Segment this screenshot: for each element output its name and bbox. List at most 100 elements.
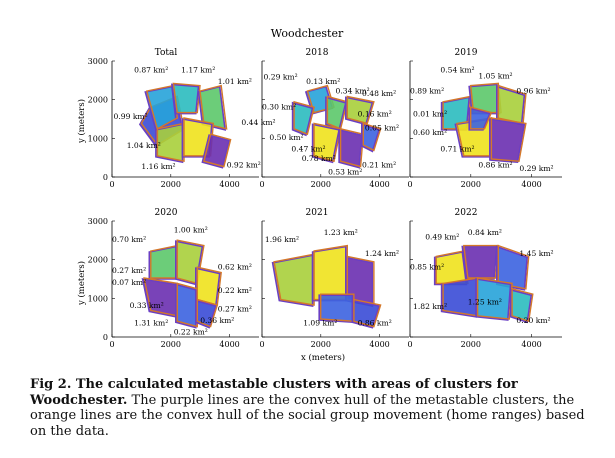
y-axis-label-row2: y (meters) xyxy=(76,261,87,306)
y-tick-label: 3000 xyxy=(88,57,108,66)
x-tick-label: 2000 xyxy=(461,180,481,189)
y-tick-label: 1000 xyxy=(88,134,108,143)
x-tick-label: 4000 xyxy=(521,180,541,189)
cluster-region xyxy=(489,118,526,164)
cluster-area-label: 1.05 km² xyxy=(478,71,512,80)
x-tick-label: 4000 xyxy=(521,340,541,349)
cluster-region xyxy=(475,278,512,321)
home-range-hull xyxy=(203,133,232,168)
cluster-region xyxy=(325,96,347,131)
cluster-area-label: 1.17 km² xyxy=(181,66,215,75)
cluster-area-label: 0.22 km² xyxy=(218,286,252,295)
cluster-area-label: 1.25 km² xyxy=(468,298,502,307)
cluster-area-label: 0.27 km² xyxy=(218,305,252,314)
cluster-area-label: 0.99 km² xyxy=(114,112,148,121)
cluster-area-label: 0.89 km² xyxy=(410,87,444,96)
caption-text: The purple lines are the convex hull of … xyxy=(30,392,585,439)
x-tick-label: 2000 xyxy=(311,340,331,349)
panel-2021: 2021 0 2000 4000 1.96 km² 1.23 km² 1.24 km² 1.0… xyxy=(259,208,409,349)
home-range-hull xyxy=(362,122,382,152)
cluster-area-label: 0.27 km² xyxy=(112,266,146,275)
cluster-region xyxy=(170,83,200,115)
x-tick-label: 4000 xyxy=(219,180,239,189)
cluster-area-label: 0.44 km² xyxy=(241,118,275,127)
x-tick-label: 0 xyxy=(407,340,412,349)
cluster-region xyxy=(291,101,314,137)
cluster-area-label: 0.07 km² xyxy=(112,278,146,287)
cluster-region xyxy=(495,245,529,291)
x-tick-label: 4000 xyxy=(369,340,389,349)
y-tick-label: 3000 xyxy=(88,217,108,226)
cluster-area-label: 0.85 km² xyxy=(410,263,444,272)
x-axis-label: x (meters) xyxy=(301,352,345,363)
x-tick-label: 0 xyxy=(109,340,114,349)
home-range-hull xyxy=(353,298,382,328)
x-tick-label: 2000 xyxy=(161,340,181,349)
panels-group: Total 0 2000 4000 0 1000 2000 3000 0.87 km² 1.17 … xyxy=(88,48,562,349)
cluster-area-label: 0.29 km² xyxy=(264,73,298,82)
cluster-area-label: 1.45 km² xyxy=(519,249,553,258)
home-range-hull xyxy=(511,287,534,323)
cluster-area-label: 1.04 km² xyxy=(127,141,161,150)
home-range-hull xyxy=(476,277,513,320)
panel-title: 2021 xyxy=(306,208,329,218)
panel-title: 2020 xyxy=(155,208,178,218)
cluster-region xyxy=(461,245,498,280)
cluster-area-label: 0.36 km² xyxy=(200,316,234,325)
home-range-hull xyxy=(293,100,315,136)
cluster-area-label: 0.30 km² xyxy=(262,103,296,112)
cluster-area-label: 0.16 km² xyxy=(358,110,392,119)
x-tick-label: 2000 xyxy=(461,340,481,349)
x-tick-label: 4000 xyxy=(369,180,389,189)
y-axis-label-row1: y (meters) xyxy=(76,99,87,144)
home-range-hull xyxy=(339,127,365,168)
cluster-region xyxy=(351,299,381,329)
cluster-area-label: 0.87 km² xyxy=(134,66,168,75)
x-tick-label: 0 xyxy=(259,340,264,349)
cluster-area-label: 0.92 km² xyxy=(227,161,261,170)
cluster-area-label: 1.23 km² xyxy=(324,228,358,237)
home-range-hull xyxy=(176,282,199,328)
panel-2020: 2020 0 2000 4000 0 1000 2000 3000 0.70 km² 1.00 k… xyxy=(88,208,259,349)
cluster-area-label: 0.71 km² xyxy=(440,145,474,154)
cluster-area-label: 1.24 km² xyxy=(365,249,399,258)
x-tick-label: 0 xyxy=(407,180,412,189)
cluster-region xyxy=(195,299,217,329)
x-tick-label: 0 xyxy=(259,180,264,189)
x-tick-label: 2000 xyxy=(161,180,181,189)
cluster-region xyxy=(360,123,381,153)
x-tick-label: 2000 xyxy=(311,180,331,189)
home-range-hull xyxy=(313,122,342,163)
home-range-hull xyxy=(196,298,219,328)
cluster-area-label: 0.33 km² xyxy=(130,301,164,310)
cluster-area-label: 0.78 km² xyxy=(302,154,336,163)
home-range-hull xyxy=(463,244,500,279)
cluster-area-label: 1.16 km² xyxy=(141,162,175,171)
cluster-area-label: 0.70 km² xyxy=(112,235,146,244)
cluster-area-label: 0.84 km² xyxy=(468,228,502,237)
cluster-area-label: 0.21 km² xyxy=(362,161,396,170)
cluster-area-label: 0.60 km² xyxy=(413,128,447,137)
cluster-region xyxy=(509,288,533,324)
cluster-area-label: 1.96 km² xyxy=(265,235,299,244)
cluster-region xyxy=(175,283,197,329)
cluster-area-label: 0.01 km² xyxy=(413,110,447,119)
home-range-hull xyxy=(172,82,201,114)
panel-2022: 2022 0 2000 4000 0.49 km² 0.84 km² 1.45 km² 0.8… xyxy=(407,208,562,349)
cluster-region xyxy=(271,254,314,307)
home-range-hull xyxy=(199,84,228,130)
cluster-area-label: 0.49 km² xyxy=(425,233,459,242)
cluster-region xyxy=(201,134,231,169)
cluster-area-label: 0.86 km² xyxy=(478,161,512,170)
cluster-region xyxy=(468,107,491,131)
home-range-hull xyxy=(273,253,315,306)
cluster-area-label: 0.50 km² xyxy=(269,133,303,142)
home-range-hull xyxy=(470,106,493,130)
figure-title: Woodchester xyxy=(271,27,344,40)
cluster-region xyxy=(148,245,177,280)
cluster-area-label: 0.48 km² xyxy=(362,89,396,98)
cluster-area-label: 1.09 km² xyxy=(303,318,337,327)
home-range-hull xyxy=(145,84,179,130)
panel-title: 2018 xyxy=(306,48,329,58)
